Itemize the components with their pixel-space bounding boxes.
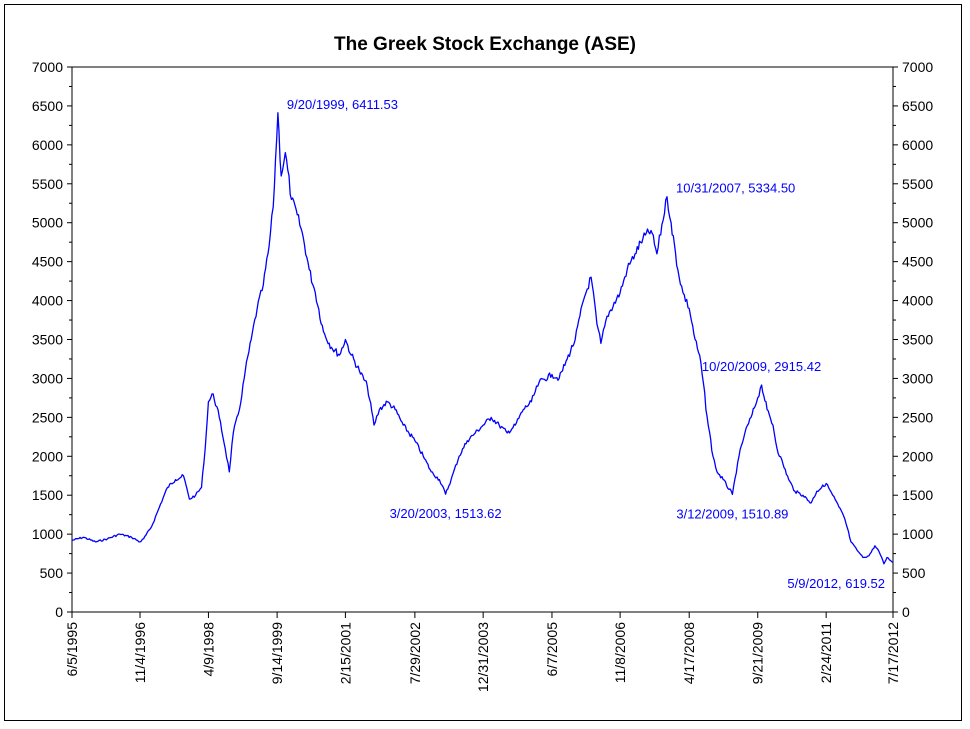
x-tick-label: 11/4/1996 bbox=[132, 622, 148, 683]
y-tick-label-left: 5500 bbox=[32, 176, 63, 192]
y-tick-label-right: 500 bbox=[902, 565, 926, 581]
annotation-label: 5/9/2012, 619.52 bbox=[787, 576, 885, 591]
y-tick-label-left: 2000 bbox=[32, 448, 63, 464]
x-tick-label: 12/31/2003 bbox=[475, 622, 491, 692]
x-tick-label: 4/9/1998 bbox=[200, 622, 216, 677]
x-tick-label: 9/21/2009 bbox=[750, 622, 766, 684]
y-tick-label-left: 0 bbox=[55, 604, 63, 620]
plot-area bbox=[71, 66, 894, 613]
y-tick-label-left: 500 bbox=[40, 565, 64, 581]
y-tick-label-right: 5500 bbox=[902, 176, 933, 192]
y-tick-label-right: 5000 bbox=[902, 215, 933, 231]
chart-frame bbox=[4, 4, 962, 721]
y-tick-label-left: 6500 bbox=[32, 98, 63, 114]
y-tick-label-right: 2000 bbox=[902, 448, 933, 464]
y-tick-label-left: 6000 bbox=[32, 137, 63, 153]
annotations: 9/20/1999, 6411.53 10/31/2007, 5334.50 10/… bbox=[287, 97, 885, 591]
y-tick-label-right: 1500 bbox=[902, 487, 933, 503]
x-tick-label: 6/5/1995 bbox=[64, 622, 80, 677]
y-axis-right: 0 500 1000 1500 2000 2500 3000 3500 4000 4500 5000… bbox=[893, 59, 933, 620]
chart-title: The Greek Stock Exchange (ASE) bbox=[334, 34, 636, 55]
x-tick-label: 2/24/2011 bbox=[818, 622, 834, 683]
y-tick-label-right: 4500 bbox=[902, 254, 933, 270]
x-tick-label: 9/14/1999 bbox=[269, 622, 285, 684]
x-tick-label: 7/17/2012 bbox=[885, 622, 901, 684]
x-tick-label: 4/17/2008 bbox=[681, 622, 697, 684]
x-tick-label: 7/29/2002 bbox=[407, 622, 423, 684]
y-tick-label-left: 4000 bbox=[32, 293, 63, 309]
y-axis-left: 0 500 1000 1500 2000 2500 3000 3500 4000 4500 5000… bbox=[32, 59, 72, 620]
y-tick-label-right: 6000 bbox=[902, 137, 933, 153]
y-tick-label-left: 4500 bbox=[32, 254, 63, 270]
y-tick-label-right: 2500 bbox=[902, 409, 933, 425]
y-tick-label-right: 6500 bbox=[902, 98, 933, 114]
y-tick-label-left: 2500 bbox=[32, 409, 63, 425]
annotation-label: 3/20/2003, 1513.62 bbox=[390, 506, 502, 521]
x-tick-label: 11/8/2006 bbox=[612, 622, 628, 683]
y-tick-label-right: 1000 bbox=[902, 526, 933, 542]
y-tick-label-left: 5000 bbox=[32, 215, 63, 231]
x-tick-label: 2/15/2001 bbox=[337, 622, 353, 684]
annotation-label: 10/31/2007, 5334.50 bbox=[676, 181, 795, 196]
y-tick-label-right: 7000 bbox=[902, 59, 933, 75]
x-tick-label: 6/7/2005 bbox=[544, 622, 560, 677]
y-tick-label-left: 1500 bbox=[32, 487, 63, 503]
y-tick-label-left: 1000 bbox=[32, 526, 63, 542]
annotation-label: 10/20/2009, 2915.42 bbox=[702, 359, 821, 374]
y-tick-label-left: 3500 bbox=[32, 332, 63, 348]
y-tick-label-right: 3000 bbox=[902, 370, 933, 386]
y-tick-label-right: 3500 bbox=[902, 332, 933, 348]
y-tick-label-right: 4000 bbox=[902, 293, 933, 309]
ase-index-line bbox=[71, 112, 894, 565]
y-tick-label-left: 7000 bbox=[32, 59, 63, 75]
y-tick-label-right: 0 bbox=[902, 604, 910, 620]
annotation-label: 9/20/1999, 6411.53 bbox=[287, 97, 398, 112]
x-axis: 6/5/1995 11/4/1996 4/9/1998 9/14/1999 2/15/2… bbox=[64, 612, 901, 692]
y-tick-label-left: 3000 bbox=[32, 370, 63, 386]
annotation-label: 3/12/2009, 1510.89 bbox=[676, 506, 788, 521]
